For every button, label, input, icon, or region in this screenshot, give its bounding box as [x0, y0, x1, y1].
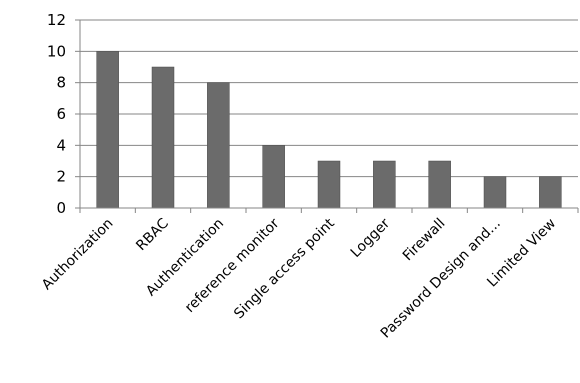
y-tick-label: 12 — [47, 11, 66, 29]
bar-7 — [428, 160, 451, 209]
y-tick-label: 0 — [56, 199, 66, 217]
x-category-label: Firewall — [400, 216, 449, 265]
bar-1 — [96, 51, 119, 209]
bar-2 — [151, 66, 175, 209]
axes — [75, 19, 579, 213]
bar-9 — [539, 176, 562, 209]
x-category-label: Single access point — [231, 215, 338, 322]
x-category-label: Logger — [348, 215, 394, 261]
bars — [96, 51, 562, 209]
y-tick-label: 8 — [56, 74, 66, 92]
bar-4 — [262, 145, 285, 209]
x-category-label: Authorization — [39, 216, 117, 294]
bar-3 — [207, 82, 230, 209]
y-tick-label: 2 — [56, 168, 66, 186]
bar-8 — [483, 176, 507, 209]
bar-6 — [373, 160, 396, 209]
y-tick-label: 4 — [56, 136, 66, 154]
x-axis-category-labels: Authorization RBACAuthenticationreference… — [39, 215, 559, 341]
y-tick-label: 10 — [47, 42, 66, 60]
x-category-label: reference monitor — [182, 215, 283, 316]
bar-5 — [317, 160, 341, 209]
y-tick-label: 6 — [56, 105, 66, 123]
x-category-label: RBAC — [133, 215, 172, 254]
y-axis-tick-labels: 0 2 4 6 8 10 12 — [47, 11, 66, 217]
